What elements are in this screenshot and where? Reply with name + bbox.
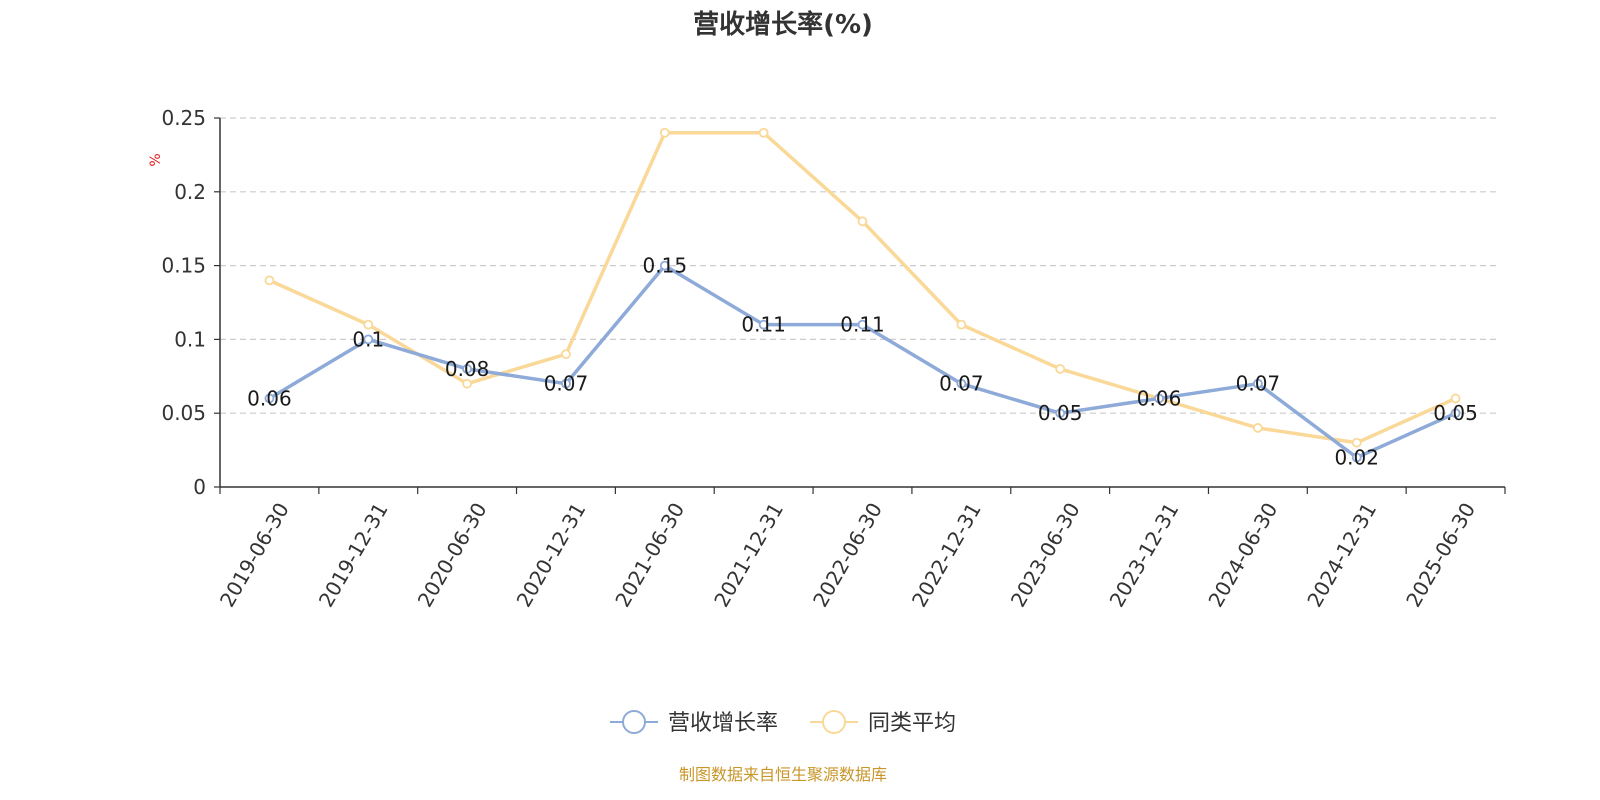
data-point	[1055, 364, 1066, 374]
data-point	[659, 260, 670, 271]
data-point	[857, 319, 868, 330]
x-tick-label: 2024-06-30	[1203, 499, 1282, 612]
grid-lines	[220, 117, 1500, 414]
x-tick-label: 2022-06-30	[808, 499, 887, 612]
series-line	[268, 131, 1457, 445]
data-point	[1154, 393, 1164, 404]
x-tick-label: 2019-06-30	[215, 499, 294, 612]
data-point	[1450, 393, 1461, 404]
data-point	[956, 319, 967, 330]
data-point	[264, 275, 275, 286]
x-tick-label: 2020-12-31	[512, 499, 591, 612]
data-point	[1055, 408, 1066, 419]
data-point	[462, 364, 473, 374]
data-point	[1351, 452, 1362, 463]
x-tick-label: 2019-12-31	[314, 499, 393, 612]
y-tick-label: 0.05	[161, 401, 206, 425]
data-label: 0.07	[939, 372, 984, 396]
data-point	[1252, 378, 1263, 389]
data-label: 0.11	[840, 313, 885, 337]
data-label: 0.06	[247, 386, 292, 410]
data-point	[561, 378, 571, 389]
data-labels: 0.06 0.1 0.08 0.07 0.15 0.11 0.11 0.07 0.05 0.06 0…	[247, 254, 1478, 470]
data-point	[561, 349, 571, 360]
x-tick-label: 2020-06-30	[413, 498, 492, 611]
legend-swatch-marker	[822, 710, 846, 734]
data-point	[363, 334, 374, 345]
legend-swatch-marker	[622, 710, 646, 734]
data-point	[264, 393, 275, 404]
x-tick-label: 2023-06-30	[1006, 499, 1085, 612]
data-label: 0.05	[1433, 401, 1478, 425]
x-tick-label: 2025-06-30	[1401, 499, 1480, 612]
data-point	[857, 216, 868, 227]
data-label: 0.08	[445, 357, 490, 381]
legend: 营收增长率 同类平均	[610, 710, 956, 736]
chart-title: 营收增长率(%)	[693, 9, 873, 40]
data-point	[1252, 423, 1263, 433]
legend-label: 营收增长率	[668, 711, 778, 736]
data-point	[758, 127, 769, 138]
y-tick-label: 0	[193, 475, 206, 499]
y-tick-label: 0.2	[174, 180, 206, 204]
data-point	[1450, 408, 1461, 419]
data-label: 0.05	[1038, 401, 1083, 425]
data-label: 0.02	[1334, 445, 1379, 469]
y-tick-label: 0.1	[174, 327, 206, 351]
series-layer	[264, 127, 1461, 463]
x-tick-label: 2022-12-31	[907, 499, 986, 612]
x-tick-label: 2021-06-30	[610, 499, 689, 612]
y-tick-label: 0.25	[161, 106, 206, 130]
x-tick-label: 2024-12-31	[1302, 499, 1381, 612]
data-point	[659, 127, 670, 138]
x-tick-label: 2023-12-31	[1105, 499, 1184, 612]
data-label: 0.07	[1236, 372, 1281, 396]
data-point	[1351, 437, 1362, 448]
data-point	[758, 319, 769, 330]
data-point	[956, 378, 967, 389]
data-label: 0.06	[1137, 386, 1182, 410]
data-point	[363, 319, 374, 330]
x-tick-label: 2021-12-31	[709, 499, 788, 612]
axes: 0 0.05 0.1 0.15 0.2 0.25 2019-06-30 2019-12-31 2…	[161, 106, 1506, 612]
data-point	[462, 378, 473, 389]
data-label: 0.1	[352, 327, 384, 351]
data-label: 0.07	[544, 372, 589, 396]
data-label: 0.15	[643, 254, 688, 278]
legend-label: 同类平均	[868, 711, 956, 736]
source-note: 制图数据来自恒生聚源数据库	[679, 765, 887, 784]
y-tick-label: 0.15	[161, 254, 206, 278]
data-label: 0.11	[741, 313, 786, 337]
y-unit-label: %	[148, 153, 164, 166]
